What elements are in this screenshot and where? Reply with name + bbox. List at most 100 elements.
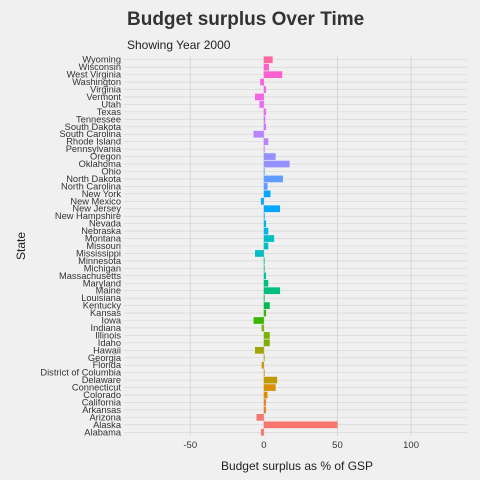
bar <box>263 153 276 160</box>
y-tick-label: Wisconsin <box>79 62 121 72</box>
y-tick-label: New Mexico <box>70 196 121 206</box>
bar <box>263 421 338 429</box>
x-tick-label: 0 <box>261 440 266 451</box>
y-tick-label: Georgia <box>88 353 122 363</box>
y-tick-label: Maryland <box>83 278 121 288</box>
y-tick-label: South Carolina <box>59 129 121 139</box>
bar <box>259 101 264 108</box>
x-tick-label: 50 <box>332 440 343 451</box>
chart-subtitle: Showing Year 2000 <box>127 38 231 52</box>
bar <box>263 56 273 64</box>
y-tick-label: Tennessee <box>76 114 121 124</box>
bar <box>263 302 270 309</box>
y-tick-label: New Jersey <box>72 204 121 214</box>
bar <box>255 93 264 101</box>
bar <box>263 391 268 399</box>
bar <box>253 317 264 324</box>
x-tick-labels: -50 0 50 100 <box>183 440 419 451</box>
x-tick-label: -50 <box>183 440 197 451</box>
bar <box>263 123 267 131</box>
bar <box>263 384 276 391</box>
y-tick-label: Massachusetts <box>59 271 121 281</box>
y-tick-label: Idaho <box>98 338 121 348</box>
bar <box>256 414 264 421</box>
bar <box>263 138 269 146</box>
y-tick-label: North Carolina <box>61 181 122 191</box>
bar <box>263 160 290 168</box>
bar <box>263 272 267 280</box>
bar <box>263 294 265 302</box>
bar <box>263 227 269 235</box>
bar <box>260 197 264 205</box>
bar <box>255 346 264 354</box>
y-tick-labels: AlabamaAlaskaArizonaArkansasCaliforniaCo… <box>40 55 121 438</box>
bar <box>263 115 266 123</box>
y-tick-label: South Dakota <box>65 122 122 132</box>
bar <box>263 406 267 414</box>
y-tick-label: Wyoming <box>82 55 121 65</box>
y-tick-label: Iowa <box>101 316 121 326</box>
bar <box>263 168 265 175</box>
y-tick-label: Kentucky <box>83 301 122 311</box>
y-tick-label: Illinois <box>95 330 121 340</box>
y-tick-label: Washington <box>72 77 121 87</box>
y-tick-label: Michigan <box>84 263 121 273</box>
bar <box>263 376 278 384</box>
y-tick-label: District of Columbia <box>40 368 121 378</box>
bar <box>263 257 265 265</box>
y-tick-label: Indiana <box>90 323 121 333</box>
bar <box>263 339 270 347</box>
y-tick-label: New York <box>82 189 122 199</box>
bar <box>263 71 283 78</box>
y-tick-label: Vermont <box>86 92 121 102</box>
y-tick-label: Pennsylvania <box>66 144 122 154</box>
y-tick-label: California <box>82 397 122 407</box>
bar <box>263 86 267 93</box>
bar <box>263 205 281 213</box>
y-tick-label: Utah <box>101 99 121 109</box>
bar <box>263 108 267 116</box>
bar <box>263 287 281 295</box>
y-tick-label: New Hampshire <box>55 211 121 221</box>
bar <box>260 428 264 436</box>
bar <box>263 183 268 190</box>
y-tick-label: Virginia <box>90 85 122 95</box>
y-tick-label: Alaska <box>93 420 122 430</box>
bar <box>263 399 267 406</box>
bar <box>263 235 275 242</box>
y-axis-title: State <box>14 232 28 260</box>
bar <box>263 145 265 153</box>
y-tick-label: Rhode Island <box>66 137 121 147</box>
y-tick-label: Minnesota <box>78 256 122 266</box>
y-tick-label: Hawaii <box>93 345 121 355</box>
y-tick-label: Nebraska <box>81 226 122 236</box>
y-tick-label: West Virginia <box>67 70 122 80</box>
grid <box>124 56 467 436</box>
y-tick-label: Oklahoma <box>79 159 122 169</box>
y-tick-label: Maine <box>96 286 121 296</box>
y-tick-label: Montana <box>85 234 122 244</box>
bars <box>253 56 338 436</box>
x-tick-label: 100 <box>403 440 419 451</box>
bar <box>263 265 265 272</box>
y-tick-label: Nevada <box>89 219 122 229</box>
y-tick-label: Colorado <box>83 390 121 400</box>
bar <box>263 332 270 339</box>
y-tick-label: Florida <box>93 360 122 370</box>
y-tick-label: Mississippi <box>76 248 121 258</box>
bar <box>263 369 265 377</box>
bar <box>263 354 265 362</box>
bar <box>253 130 264 138</box>
y-tick-label: Ohio <box>101 166 121 176</box>
bar <box>261 361 264 369</box>
y-tick-label: North Dakota <box>66 174 122 184</box>
chart-title: Budget surplus Over Time <box>127 9 365 30</box>
y-tick-label: Arizona <box>89 412 121 422</box>
bar <box>263 220 267 227</box>
y-tick-label: Alabama <box>84 427 122 437</box>
bar <box>260 78 264 86</box>
y-tick-label: Arkansas <box>82 405 121 415</box>
y-tick-label: Kansas <box>90 308 121 318</box>
bar <box>263 190 271 198</box>
